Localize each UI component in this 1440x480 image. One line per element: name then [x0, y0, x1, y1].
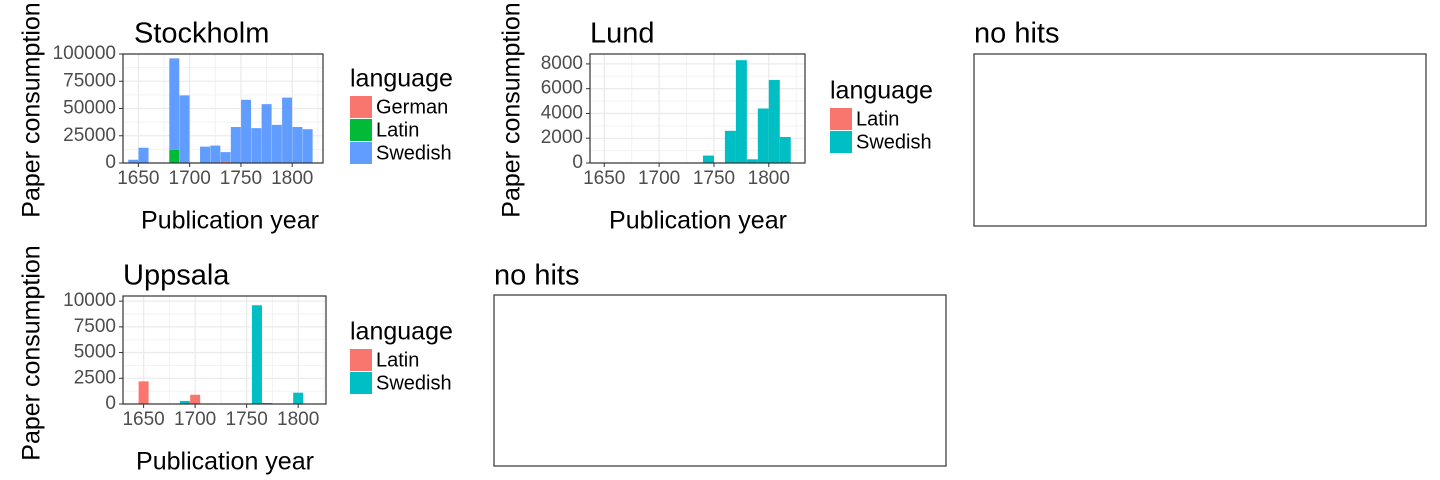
legend-key-latin	[350, 119, 372, 141]
bar-swedish-1755	[241, 99, 252, 163]
x-tick-label: 1750	[693, 168, 735, 189]
y-tick-label: 0	[105, 393, 116, 414]
x-tick-label: 1800	[277, 409, 319, 430]
bar-swedish-1760	[251, 305, 262, 404]
legend-key-latin	[350, 349, 372, 371]
bar-swedish-1815	[302, 129, 313, 163]
y-axis-title: Paper consumption	[498, 2, 526, 217]
panel-border	[589, 53, 806, 164]
y-tick-label: 0	[105, 152, 116, 173]
bar-swedish-1805	[768, 80, 780, 163]
legend-label: German	[376, 96, 448, 118]
x-tick-label: 1700	[638, 168, 680, 189]
legend-key-latin	[830, 108, 852, 130]
bar-swedish-1795	[757, 108, 769, 163]
legend-title: language	[350, 318, 453, 346]
legend-label: Latin	[376, 349, 419, 371]
y-tick-label: 4000	[541, 102, 583, 123]
x-tick-label: 1750	[220, 168, 262, 189]
y-tick-label: 0	[572, 152, 583, 173]
bar-swedish-1745	[702, 155, 714, 163]
empty-panel-border	[493, 294, 947, 467]
empty-panel-border	[973, 53, 1427, 227]
bar-swedish-1800	[293, 392, 304, 404]
y-tick-label: 75000	[63, 70, 116, 91]
chart-title: Uppsala	[123, 260, 230, 292]
legend-key-swedish	[830, 131, 852, 153]
x-axis-title: Publication year	[136, 448, 314, 476]
bar-swedish-1725	[210, 145, 221, 163]
bar-swedish-1745	[230, 127, 241, 163]
legend-label: Swedish	[856, 131, 932, 153]
legend-key-swedish	[350, 372, 372, 394]
bar-latin-1650	[138, 381, 149, 404]
legend-key-german	[350, 96, 372, 118]
x-axis-title: Publication year	[609, 207, 787, 235]
y-tick-label: 8000	[541, 53, 583, 74]
y-tick-label: 10000	[63, 290, 116, 311]
chart-panel-2: no hits	[973, 18, 1427, 227]
bar-swedish-1765	[251, 128, 262, 163]
bar-swedish-1695	[179, 95, 190, 163]
y-tick-label: 25000	[63, 125, 116, 146]
y-tick-label: 5000	[74, 342, 116, 363]
bar-swedish-1785	[746, 159, 758, 163]
legend-title: language	[350, 65, 453, 93]
y-tick-label: 2000	[541, 127, 583, 148]
bar-swedish-1765	[724, 130, 736, 163]
chart-panel-0: Stockholm 1650 1700 1750 1800 0 25000 50000 7500…	[18, 2, 453, 234]
y-tick-label: 2500	[74, 367, 116, 388]
bar-swedish-1775	[735, 60, 747, 164]
bar-swedish-1805	[292, 127, 303, 163]
bar-swedish-1690	[179, 400, 190, 404]
x-tick-label: 1800	[748, 168, 790, 189]
y-tick-label: 6000	[541, 78, 583, 99]
legend-label: Latin	[856, 108, 899, 130]
chart-title: Lund	[590, 18, 655, 50]
y-axis-title: Paper consumption	[18, 245, 46, 460]
y-tick-label: 100000	[53, 43, 116, 64]
legend-label: Swedish	[376, 372, 452, 394]
x-tick-label: 1700	[174, 409, 216, 430]
legend-label: Latin	[376, 119, 419, 141]
chart-panel-1: Lund 1650 1700 1750 1800 0 2000 4000 6000 8000 Pub…	[498, 2, 933, 234]
chart-title: no hits	[494, 260, 579, 292]
bar-swedish-1645	[128, 159, 139, 163]
legend-label: Swedish	[376, 142, 452, 164]
x-tick-label: 1650	[117, 168, 159, 189]
bar-swedish-1795	[282, 97, 293, 163]
bar-swedish-1785	[271, 124, 282, 163]
x-tick-label: 1650	[583, 168, 625, 189]
chart-panel-4: no hits	[493, 260, 947, 467]
y-axis-title: Paper consumption	[18, 2, 46, 217]
bar-swedish-1655	[138, 147, 149, 163]
x-tick-label: 1750	[226, 409, 268, 430]
x-tick-label: 1700	[169, 168, 211, 189]
bar-swedish-1735	[220, 152, 231, 162]
plot-background	[123, 296, 326, 404]
bar-latin-1685	[169, 149, 180, 163]
chart-title: Stockholm	[134, 18, 269, 50]
y-tick-label: 7500	[74, 316, 116, 337]
bar-swedish-1815	[779, 136, 791, 163]
bar-swedish-1775	[261, 104, 272, 163]
panel-border	[122, 295, 327, 405]
x-axis-title: Publication year	[141, 207, 319, 235]
bar-swedish-1715	[200, 146, 211, 163]
bar-swedish-1685	[169, 58, 180, 150]
legend-key-swedish	[350, 142, 372, 164]
chart-title: no hits	[974, 18, 1059, 50]
y-tick-label: 50000	[63, 98, 116, 119]
chart-panel-3: Uppsala 1650 1700 1750 1800 0 2500 5000 7500 1000…	[18, 245, 453, 475]
x-tick-label: 1800	[271, 168, 313, 189]
bar-latin-1700	[190, 394, 201, 404]
legend-title: language	[830, 77, 933, 105]
x-tick-label: 1650	[122, 409, 164, 430]
